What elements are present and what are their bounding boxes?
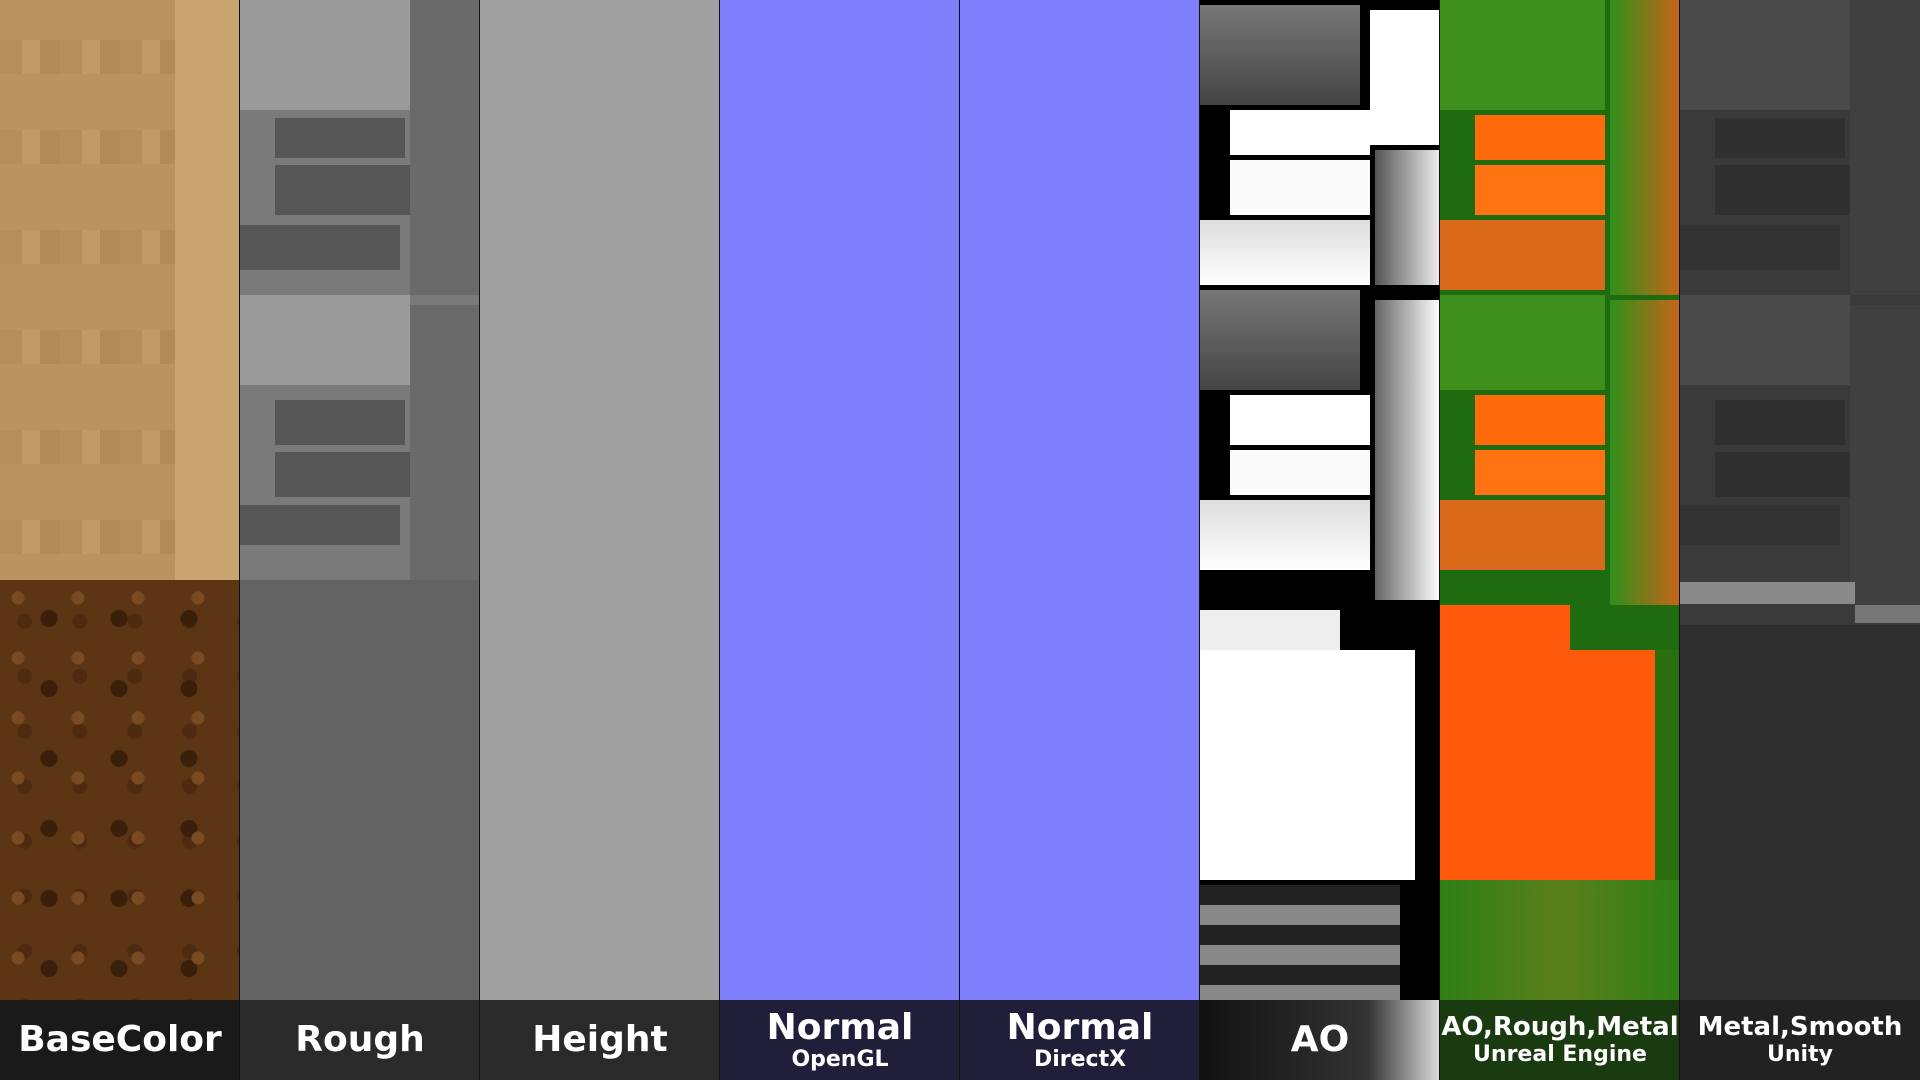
panel-title: AO,Rough,Metal — [1441, 1011, 1679, 1042]
panel-normal-directx: Normal DirectX — [960, 0, 1200, 1080]
label-height: Height — [480, 1000, 719, 1080]
panel-title: BaseColor — [18, 1019, 222, 1061]
panel-title: Height — [532, 1019, 668, 1061]
label-normal-opengl: Normal OpenGL — [720, 1000, 959, 1080]
label-rough: Rough — [240, 1000, 479, 1080]
height-texture — [480, 0, 719, 1000]
panel-ao: AO — [1200, 0, 1440, 1080]
panel-title: Normal — [1006, 1006, 1154, 1048]
panel-basecolor: BaseColor — [0, 0, 240, 1080]
panel-height: Height — [480, 0, 720, 1080]
label-metal-smooth: Metal,Smooth Unity — [1680, 1000, 1920, 1080]
panel-title: Normal — [766, 1006, 914, 1048]
panel-subtitle: DirectX — [1033, 1047, 1127, 1073]
normal-directx-texture — [960, 0, 1199, 1000]
panel-title: Metal,Smooth — [1697, 1011, 1903, 1042]
panel-subtitle: Unity — [1767, 1042, 1833, 1068]
label-ao: AO — [1200, 1000, 1439, 1080]
label-basecolor: BaseColor — [0, 1000, 239, 1080]
label-orm: AO,Rough,Metal Unreal Engine — [1440, 1000, 1679, 1080]
panel-rough: Rough — [240, 0, 480, 1080]
panel-title: AO — [1290, 1019, 1350, 1061]
panel-normal-opengl: Normal OpenGL — [720, 0, 960, 1080]
panel-subtitle: Unreal Engine — [1473, 1042, 1647, 1068]
panel-subtitle: OpenGL — [791, 1047, 889, 1073]
metal-smooth-texture — [1680, 0, 1920, 1000]
orm-texture — [1440, 0, 1679, 1000]
normal-opengl-texture — [720, 0, 959, 1000]
ao-texture — [1200, 0, 1439, 1000]
panel-title: Rough — [295, 1019, 425, 1061]
rough-texture — [240, 0, 479, 1000]
basecolor-texture — [0, 0, 239, 1000]
label-normal-directx: Normal DirectX — [960, 1000, 1199, 1080]
panel-orm: AO,Rough,Metal Unreal Engine — [1440, 0, 1680, 1080]
panel-metal-smooth: Metal,Smooth Unity — [1680, 0, 1920, 1080]
burl-wood-region — [0, 580, 239, 1000]
